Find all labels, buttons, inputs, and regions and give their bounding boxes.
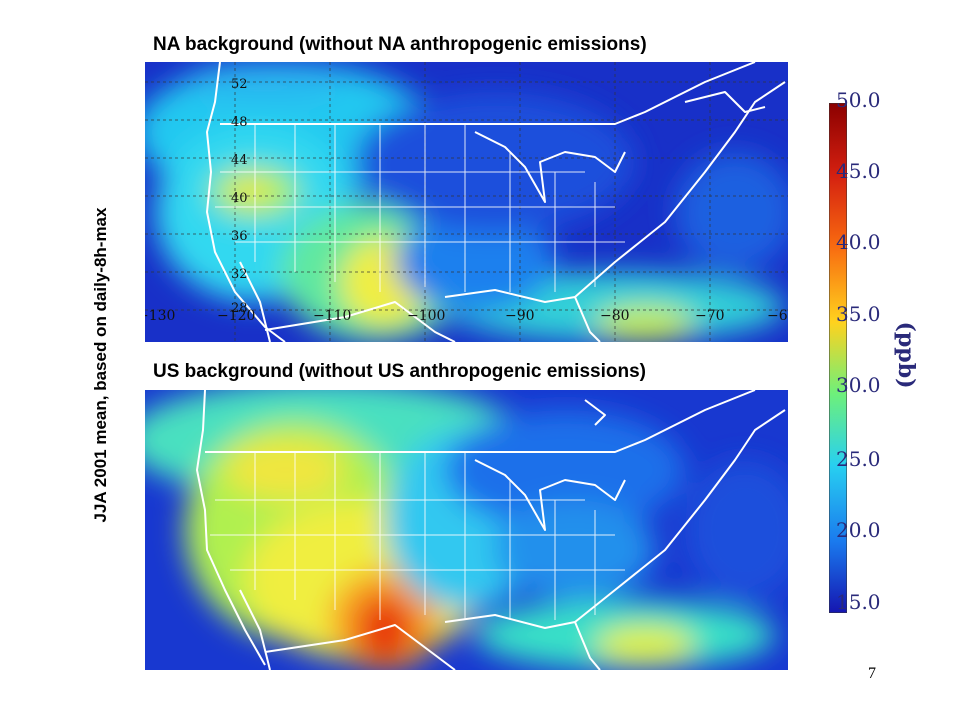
colorbar-tick: 20.0 [836,518,881,542]
colorbar-tick: 50.0 [836,88,881,112]
lat-label: 52 [231,77,248,92]
us-background-map [145,390,788,670]
na-background-map: 52 48 44 40 36 32 28 −130 −120 −110 −100… [145,62,788,342]
lat-label: 44 [231,153,248,168]
lon-label: −90 [505,308,535,324]
colorbar-tick: 35.0 [836,302,881,326]
lat-label: 48 [231,115,248,130]
lon-label: −130 [145,308,175,324]
colorbar-tick: 25.0 [836,447,881,471]
lat-label: 36 [231,229,248,244]
colorbar-tick: 15.0 [836,590,881,614]
colorbar-unit: (ppb) [893,321,919,389]
colorbar-tick: 40.0 [836,230,881,254]
lon-label: −80 [600,308,630,324]
lon-label: −70 [695,308,725,324]
colorbar-tick: 45.0 [836,159,881,183]
colorbar-tick: 30.0 [836,373,881,397]
bottom-panel-title: US background (without US anthropogenic … [153,361,646,382]
top-panel-title: NA background (without NA anthropogenic … [153,34,647,55]
lon-label: −110 [313,308,351,324]
lon-label: −120 [217,308,255,324]
lon-label: −6 [767,308,788,324]
lat-label: 40 [231,191,248,206]
lat-label: 32 [231,267,248,282]
page-number: 7 [868,665,876,682]
lon-label: −100 [407,308,445,324]
lat-label: 28 [231,301,248,316]
side-label: JJA 2001 mean, based on daily-8h-max [91,207,110,523]
